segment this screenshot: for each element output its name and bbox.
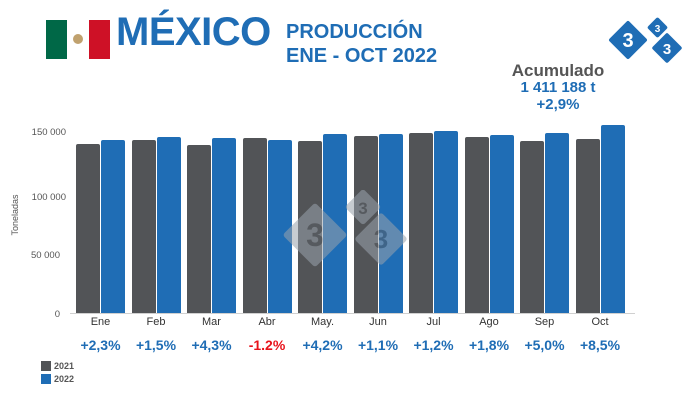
bar-2021-may — [298, 141, 322, 313]
bar-2022-abr — [267, 140, 292, 313]
month-label: May. — [310, 316, 335, 328]
bar-2021-sep — [520, 141, 544, 313]
bar-2022-oct — [600, 125, 625, 313]
month-change-label: +4,3% — [191, 337, 232, 353]
bar-2021-jun — [353, 136, 378, 313]
country-title: MÉXICO — [116, 10, 271, 54]
month-change-label: +8,5% — [579, 337, 621, 353]
bar-2021-ago — [464, 137, 489, 313]
month-label: Sep — [534, 316, 555, 328]
month-change-label: -1.2% — [248, 337, 286, 353]
bar-2021-abr — [242, 138, 267, 313]
y-tick-100000: 100 000 — [31, 192, 66, 203]
bar-2021-mar — [187, 145, 211, 313]
legend-swatch-2022 — [41, 374, 51, 384]
month-change-label: +1,8% — [468, 337, 510, 353]
svg-text:3: 3 — [622, 30, 633, 52]
subtitle-line-1: PRODUCCIÓN — [286, 21, 423, 43]
month-change-label: +4,2% — [302, 337, 343, 353]
month-label: Jul — [426, 316, 441, 328]
bar-2021-jul — [409, 133, 433, 313]
x-axis-line — [70, 313, 635, 314]
y-tick-150000: 150 000 — [31, 127, 66, 138]
bar-2021-feb — [131, 140, 156, 313]
month-label: Ago — [479, 316, 499, 328]
month-change-label: +5,0% — [524, 337, 565, 353]
bar-2022-may — [323, 134, 347, 313]
svg-text:3: 3 — [655, 24, 661, 35]
legend-label-2021: 2021 — [54, 361, 75, 371]
y-tick-50000: 50 000 — [30, 250, 60, 261]
month-label: Ene — [90, 316, 111, 328]
bar-2021-ene — [76, 144, 100, 313]
bar-2021-oct — [575, 139, 600, 313]
legend-label-2022: 2022 — [54, 374, 75, 384]
month-change-label: +2,3% — [80, 337, 121, 353]
month-change-label: +1,2% — [413, 337, 454, 353]
bar-2022-feb — [156, 137, 181, 313]
accumulated-total: 1 411 188 t — [520, 79, 596, 96]
bar-2022-jun — [378, 134, 403, 313]
bar-2022-sep — [545, 133, 569, 313]
legend-swatch-2021 — [41, 361, 51, 371]
month-label: Abr — [258, 316, 276, 328]
month-label: Jun — [369, 316, 387, 328]
month-label: Mar — [202, 316, 221, 328]
accumulated-values: 1 411 188 t +2,9% — [492, 79, 624, 113]
bar-2022-mar — [212, 138, 236, 313]
subtitle-line-2: ENE - OCT 2022 — [286, 45, 438, 67]
mexico-flag-icon — [46, 20, 110, 59]
month-label: Feb — [146, 316, 166, 328]
accumulated-change: +2,9% — [536, 96, 580, 113]
bar-chart-plot — [70, 110, 640, 313]
month-change-label: +1,5% — [135, 337, 177, 353]
chart-subtitle: PRODUCCIÓN ENE - OCT 2022 — [286, 20, 437, 68]
accumulated-title: Acumulado — [511, 61, 605, 80]
bar-2022-jul — [434, 131, 458, 313]
month-label: Oct — [591, 316, 609, 328]
333-logo-icon: 3 3 3 — [609, 17, 682, 63]
y-tick-0: 0 — [54, 309, 60, 320]
bar-2022-ago — [489, 135, 514, 313]
svg-text:3: 3 — [663, 41, 671, 58]
bar-2022-ene — [101, 140, 125, 313]
month-change-label: +1,1% — [357, 337, 399, 353]
